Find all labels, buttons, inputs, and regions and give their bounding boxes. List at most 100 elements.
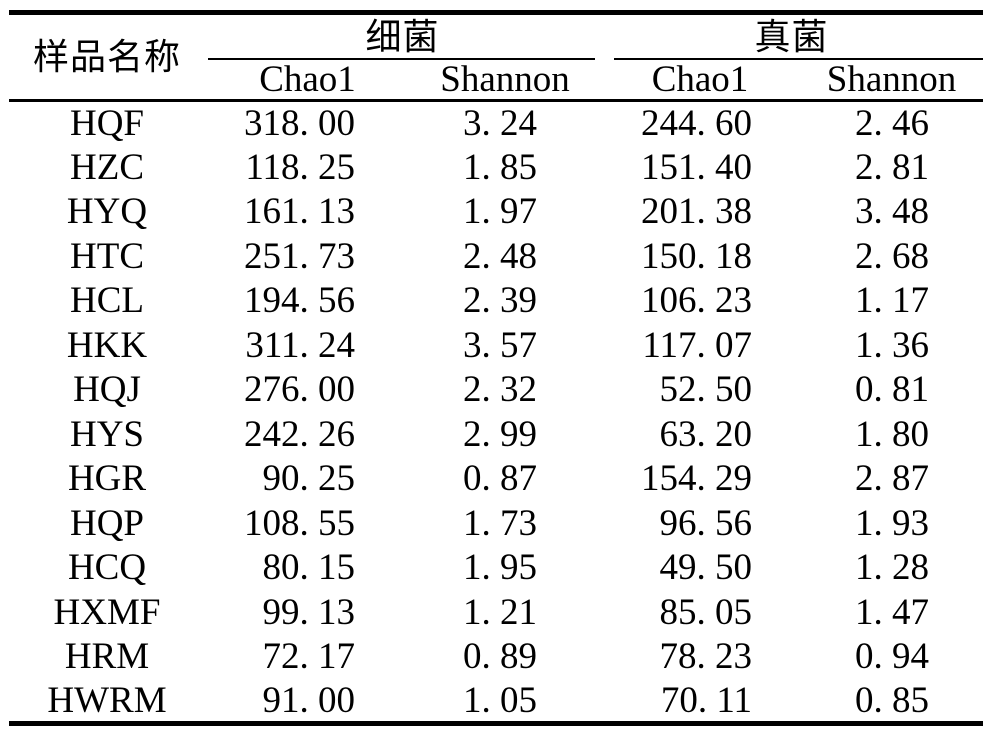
bacteria-shannon-cell: 1. 95 xyxy=(463,547,538,589)
fungi-chao1-cell: 85. 05 xyxy=(659,591,753,633)
table-row: HGR 90. 25 0. 87 154. 29 2. 87 xyxy=(9,457,983,502)
sample-name-cell: HGR xyxy=(67,458,147,500)
bacteria-shannon-cell: 1. 05 xyxy=(463,679,538,721)
table-row: HCQ 80. 15 1. 95 49. 50 1. 28 xyxy=(9,546,983,591)
sample-name-cell: HCL xyxy=(70,280,144,322)
table-row: HQP 108. 55 1. 73 96. 56 1. 93 xyxy=(9,501,983,546)
bacteria-chao1-cell: 91. 00 xyxy=(262,679,356,721)
bacteria-chao1-cell: 90. 25 xyxy=(262,458,356,500)
bacteria-chao1-cell: 242. 26 xyxy=(244,413,355,455)
table-body: HQF 318. 00 3. 24 244. 60 2. 46 HZC 118.… xyxy=(9,101,983,724)
bacteria-chao1-cell: 318. 00 xyxy=(244,103,355,144)
fungi-shannon-cell: 2. 87 xyxy=(855,458,930,500)
table-row: HQJ 276. 00 2. 32 52. 50 0. 81 xyxy=(9,368,983,413)
fungi-group-underline xyxy=(614,57,984,60)
fungi-group-label: 真菌 xyxy=(754,17,829,58)
bacteria-shannon-cell: 0. 89 xyxy=(463,636,538,678)
table-row: HZC 118. 25 1. 85 151. 40 2. 81 xyxy=(9,145,983,190)
bacteria-shannon-cell: 3. 57 xyxy=(463,324,538,366)
bacteria-group-label: 细菌 xyxy=(365,17,440,58)
bacteria-chao1-cell: 251. 73 xyxy=(244,235,355,277)
bacteria-shannon-cell: 1. 73 xyxy=(463,502,538,544)
bacteria-shannon-header: Shannon xyxy=(440,58,570,100)
bacteria-chao1-cell: 118. 25 xyxy=(245,146,355,188)
bacteria-group-header: 细菌 xyxy=(205,13,600,60)
sample-name-cell: HQP xyxy=(69,502,145,544)
fungi-chao1-header: Chao1 xyxy=(651,58,749,100)
sample-name-header: 样品名称 xyxy=(32,37,181,77)
table-row: HXMF 99. 13 1. 21 85. 05 1. 47 xyxy=(9,590,983,635)
bacteria-chao1-cell: 72. 17 xyxy=(262,636,356,678)
bacteria-shannon-cell: 1. 97 xyxy=(463,191,538,233)
alpha-diversity-table: 样品名称 细菌 真菌 Chao1 Shannon Chao1 Shannon H… xyxy=(9,10,984,726)
bacteria-group-underline xyxy=(208,57,596,60)
table-row: HCL 194. 56 2. 39 106. 23 1. 17 xyxy=(9,279,983,324)
bacteria-chao1-cell: 108. 55 xyxy=(244,502,355,544)
fungi-shannon-cell: 1. 93 xyxy=(855,502,930,544)
fungi-chao1-cell: 106. 23 xyxy=(641,280,753,322)
bacteria-shannon-cell: 3. 24 xyxy=(463,103,538,144)
fungi-chao1-cell: 52. 50 xyxy=(659,369,753,411)
fungi-shannon-cell: 2. 68 xyxy=(855,235,930,277)
fungi-chao1-cell: 117. 07 xyxy=(642,324,753,366)
fungi-chao1-cell: 96. 56 xyxy=(659,502,753,544)
bacteria-shannon-cell: 2. 99 xyxy=(463,413,538,455)
bacteria-shannon-cell: 2. 32 xyxy=(463,369,538,411)
bacteria-chao1-cell: 311. 24 xyxy=(245,324,355,366)
bacteria-chao1-cell: 194. 56 xyxy=(244,280,355,322)
table-row: HWRM 91. 00 1. 05 70. 11 0. 85 xyxy=(9,679,983,724)
fungi-shannon-cell: 1. 80 xyxy=(855,413,930,455)
sample-name-cell: HQF xyxy=(69,103,145,144)
bacteria-chao1-cell: 80. 15 xyxy=(262,547,356,589)
table-row: HKK 311. 24 3. 57 117. 07 1. 36 xyxy=(9,323,983,368)
fungi-chao1-cell: 151. 40 xyxy=(641,146,753,188)
sub-header-row: Chao1 Shannon Chao1 Shannon xyxy=(9,60,983,101)
sample-name-cell: HQJ xyxy=(73,369,141,411)
fungi-chao1-cell: 78. 23 xyxy=(659,636,753,678)
table-row: HRM 72. 17 0. 89 78. 23 0. 94 xyxy=(9,635,983,680)
bacteria-chao1-cell: 161. 13 xyxy=(244,191,355,233)
fungi-shannon-cell: 3. 48 xyxy=(855,191,930,233)
fungi-shannon-cell: 1. 47 xyxy=(855,591,930,633)
fungi-shannon-cell: 2. 81 xyxy=(855,146,930,188)
fungi-shannon-cell: 1. 17 xyxy=(855,280,930,322)
fungi-chao1-cell: 244. 60 xyxy=(641,103,753,144)
bacteria-shannon-cell: 1. 21 xyxy=(463,591,538,633)
fungi-shannon-header: Shannon xyxy=(826,58,957,100)
sample-name-cell: HXMF xyxy=(53,591,161,633)
fungi-chao1-cell: 70. 11 xyxy=(660,679,753,721)
bacteria-shannon-cell: 0. 87 xyxy=(463,458,538,500)
fungi-chao1-cell: 49. 50 xyxy=(659,547,753,589)
sample-name-cell: HTC xyxy=(70,235,144,277)
fungi-chao1-cell: 63. 20 xyxy=(659,413,753,455)
fungi-chao1-cell: 154. 29 xyxy=(641,458,753,500)
sample-name-cell: HCQ xyxy=(67,547,147,589)
group-header-row: 样品名称 细菌 真菌 xyxy=(9,13,984,75)
table-row: HYQ 161. 13 1. 97 201. 38 3. 48 xyxy=(9,190,983,235)
bacteria-chao1-header: Chao1 xyxy=(259,58,356,100)
table-row: HTC 251. 73 2. 48 150. 18 2. 68 xyxy=(9,234,983,279)
fungi-shannon-cell: 0. 85 xyxy=(855,679,930,721)
fungi-chao1-cell: 201. 38 xyxy=(641,191,753,233)
sample-name-cell: HKK xyxy=(66,324,148,366)
table-row: HYS 242. 26 2. 99 63. 20 1. 80 xyxy=(9,412,983,457)
fungi-shannon-cell: 0. 81 xyxy=(855,369,930,411)
sample-name-cell: HZC xyxy=(70,146,144,188)
fungi-shannon-cell: 1. 36 xyxy=(855,324,930,366)
fungi-chao1-cell: 150. 18 xyxy=(641,235,753,277)
table-header: 样品名称 细菌 真菌 Chao1 Shannon Chao1 Shannon xyxy=(9,13,984,101)
table-row: HQF 318. 00 3. 24 244. 60 2. 46 xyxy=(9,101,983,146)
fungi-shannon-cell: 0. 94 xyxy=(855,636,930,678)
fungi-shannon-cell: 1. 28 xyxy=(855,547,930,589)
bacteria-chao1-cell: 99. 13 xyxy=(262,591,356,633)
sample-name-cell: HYQ xyxy=(66,191,148,233)
bacteria-shannon-cell: 2. 48 xyxy=(463,235,538,277)
bacteria-shannon-cell: 2. 39 xyxy=(463,280,538,322)
fungi-group-header: 真菌 xyxy=(600,13,984,60)
sample-name-cell: HRM xyxy=(64,636,150,678)
sample-name-cell: HYS xyxy=(69,413,145,455)
bacteria-chao1-cell: 276. 00 xyxy=(244,369,355,411)
fungi-shannon-cell: 2. 46 xyxy=(855,103,930,144)
sample-name-cell: HWRM xyxy=(47,679,167,721)
bacteria-shannon-cell: 1. 85 xyxy=(463,146,538,188)
